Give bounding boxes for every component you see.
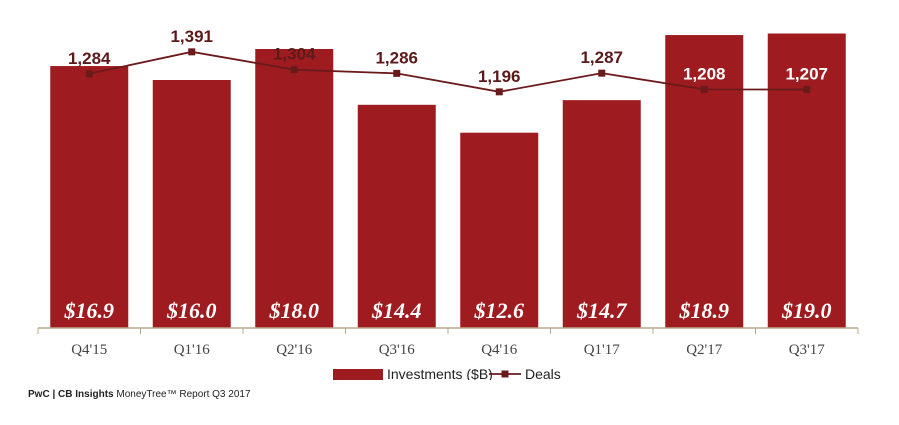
deals-marker: [188, 48, 196, 56]
deals-value-label: 1,196: [478, 67, 521, 86]
legend-label-investments: Investments ($B): [387, 366, 493, 380]
investment-value-label: $12.6: [474, 298, 525, 323]
x-tick-label: Q3'16: [379, 342, 416, 358]
x-tick-label: Q2'17: [686, 342, 723, 358]
deals-marker: [803, 86, 811, 94]
legend-swatch-investments: [333, 369, 383, 380]
investment-value-label: $18.0: [269, 298, 320, 323]
investment-bar: [152, 80, 231, 328]
deals-marker: [393, 69, 401, 77]
x-tick-label: Q1'17: [584, 342, 621, 358]
chart: $16.9 $16.0 $18.0 $14.4 $12.6 $14.7 $18.9 $19.0…: [37, 27, 859, 380]
deals-value-label: 1,304: [273, 45, 316, 64]
x-tick-label: Q1'16: [174, 342, 211, 358]
investment-bar: [255, 49, 334, 328]
legend-swatch-deals-marker: [501, 370, 509, 378]
deals-marker: [290, 66, 298, 74]
deals-value-label: 1,391: [170, 27, 213, 46]
x-tick-label: Q2'16: [276, 342, 313, 358]
investment-bar: [460, 132, 539, 328]
deals-value-label: 1,208: [683, 64, 726, 83]
investment-value-label: $18.9: [679, 298, 730, 323]
investment-value-label: $16.9: [64, 298, 115, 323]
source-footer: PwC | CB Insights MoneyTree™ Report Q3 2…: [28, 389, 251, 400]
investment-value-label: $16.0: [166, 298, 217, 323]
deals-marker: [598, 69, 606, 77]
deals-value-label: 1,286: [375, 48, 418, 67]
investment-value-label: $19.0: [781, 298, 832, 323]
deals-marker: [495, 88, 503, 96]
x-tick-label: Q4'15: [71, 342, 107, 358]
investment-value-label: $14.7: [576, 298, 628, 323]
x-tick-label: Q3'17: [789, 342, 826, 358]
investment-value-label: $14.4: [371, 298, 422, 323]
source-brand: PwC | CB Insights: [28, 389, 114, 400]
deals-marker: [85, 70, 93, 78]
deals-line: [89, 50, 807, 93]
investment-bar: [562, 100, 641, 329]
investment-bar: [357, 104, 436, 328]
investment-bar: [665, 35, 744, 329]
deals-value-label: 1,284: [68, 49, 111, 68]
deals-value-label: 1,207: [785, 65, 828, 84]
deals-marker: [700, 85, 708, 93]
source-report: MoneyTree™ Report Q3 2017: [113, 389, 251, 400]
investment-bar: [767, 33, 846, 328]
x-tick-label: Q4'16: [481, 342, 518, 358]
investment-bar: [50, 66, 129, 329]
deals-value-label: 1,287: [580, 48, 623, 67]
legend-label-deals: Deals: [525, 366, 561, 380]
